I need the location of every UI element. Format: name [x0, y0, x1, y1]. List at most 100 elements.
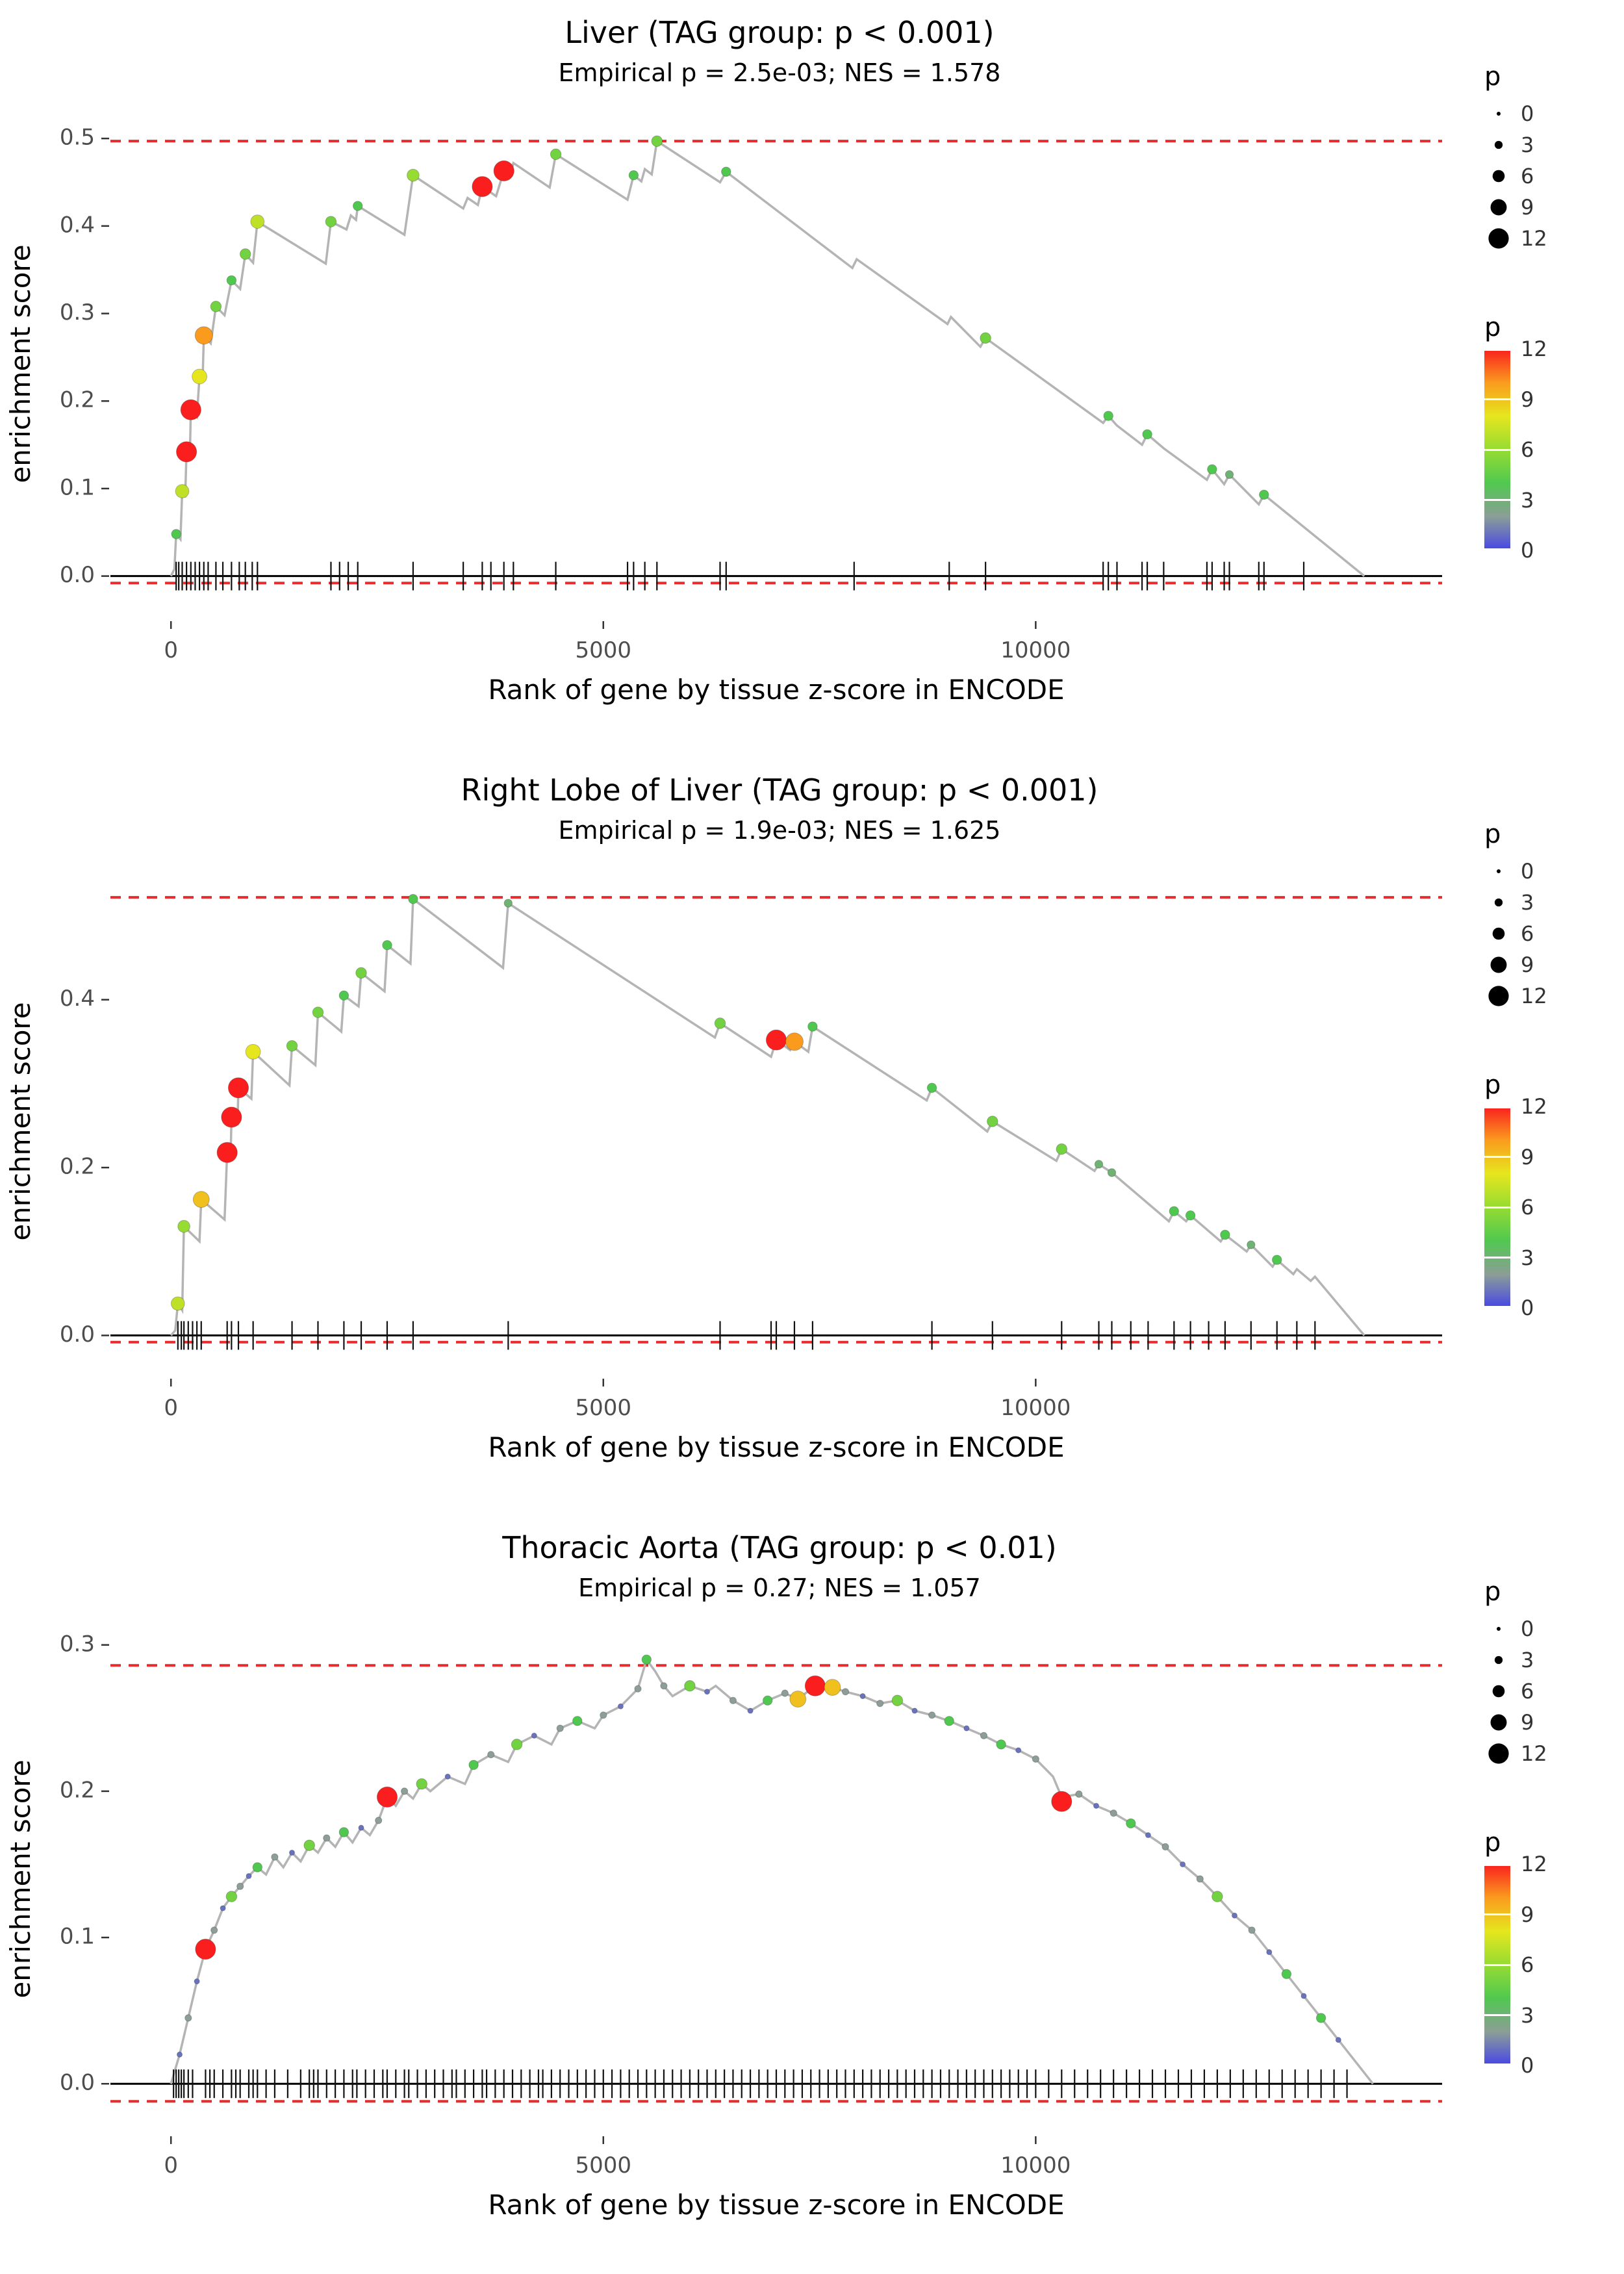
color-legend-tick: [1484, 1963, 1510, 1966]
gene-dot: [252, 1862, 262, 1872]
gene-dot: [841, 1688, 850, 1696]
size-legend-dot-icon: [1488, 986, 1509, 1006]
color-legend-tick: [1484, 349, 1510, 351]
gene-dot: [944, 1716, 954, 1726]
gene-dot: [721, 166, 731, 177]
gene-dot: [246, 1872, 252, 1880]
gene-dot: [338, 1827, 349, 1837]
gene-dot: [355, 967, 367, 979]
color-legend-tick: [1484, 1864, 1510, 1866]
enrichment-curve: [170, 897, 1365, 1336]
gene-dot: [1247, 1240, 1256, 1249]
gene-dot: [1212, 1891, 1223, 1902]
size-legend-item: 6: [1484, 1676, 1624, 1707]
color-legend-title: p: [1484, 1070, 1501, 1100]
size-legend-label: 9: [1521, 195, 1534, 220]
gene-dots: [170, 894, 1282, 1311]
color-legend-label: 3: [1521, 2002, 1534, 2028]
size-legend: p 0 3 6 9 12: [1484, 62, 1624, 254]
gene-dot: [401, 1787, 409, 1795]
gene-dot: [1126, 1818, 1136, 1829]
color-legend-label: 6: [1521, 1195, 1534, 1220]
plot-area-liver: 0.0 0.1 0.2 0.3 0.4 0.5 0 5000 10000 Rank of gene…: [0, 94, 1624, 717]
color-legend-label: 12: [1521, 337, 1547, 361]
gene-dot: [1281, 1969, 1292, 1979]
gene-dot: [1145, 1832, 1151, 1839]
color-legend-tick: [1484, 448, 1510, 451]
size-legend-label: 6: [1521, 921, 1534, 946]
size-legend-item: 0: [1484, 856, 1624, 887]
color-legend-tick: [1484, 1106, 1510, 1108]
size-legend-dot-icon: [1492, 927, 1505, 940]
gene-dot: [531, 1732, 537, 1739]
gene-dot: [641, 1654, 652, 1665]
gene-rug: [175, 561, 1305, 591]
size-legend-dot-icon: [1488, 1743, 1509, 1764]
gene-dot: [375, 1817, 383, 1824]
gene-rug: [173, 2069, 1348, 2099]
gene-dot: [628, 170, 639, 181]
gene-dots: [171, 135, 1269, 539]
gene-dot: [245, 1043, 261, 1060]
gene-dot: [980, 1731, 988, 1739]
y-tick-label: 0.4: [60, 986, 95, 1012]
color-legend-tick: [1484, 2063, 1510, 2065]
x-tick-label: 5000: [576, 637, 632, 663]
gene-dot: [216, 1142, 238, 1163]
gene-dot: [472, 176, 493, 198]
gene-dot: [765, 1029, 787, 1051]
gene-dot: [312, 1006, 324, 1018]
gene-dot: [891, 1694, 904, 1707]
size-legend-item: 0: [1484, 98, 1624, 129]
size-legend-item: 6: [1484, 160, 1624, 192]
gene-dot: [1224, 470, 1234, 479]
chart-title: Liver (TAG group: p < 0.001): [565, 15, 995, 50]
legends-thoracic-aorta: p 0 3 6 9 12 p 12 9 6 3 0: [1484, 1577, 1624, 2078]
gene-dot: [1142, 429, 1152, 440]
gene-dot: [353, 201, 363, 211]
chart-subtitle: Empirical p = 1.9e-03; NES = 1.625: [558, 816, 1001, 845]
size-legend-label: 3: [1521, 133, 1534, 157]
size-legend-dot-icon: [1497, 112, 1501, 116]
gene-dot: [1180, 1861, 1186, 1868]
color-legend-label: 9: [1521, 1902, 1534, 1927]
gene-dot: [1161, 1843, 1169, 1851]
gene-dot: [184, 2014, 192, 2022]
gene-dot: [729, 1696, 737, 1704]
x-tick-label: 10000: [1000, 637, 1071, 663]
gene-dot: [195, 1938, 216, 1960]
y-tick-label: 0.2: [60, 387, 95, 413]
panel-header: Thoracic Aorta (TAG group: p < 0.01) Emp…: [0, 1529, 1559, 1603]
size-legend-item: 9: [1484, 192, 1624, 223]
color-legend-tick: [1484, 499, 1510, 501]
color-legend-tick: [1484, 1257, 1510, 1258]
gsea-panel-right-lobe-of-liver: Right Lobe of Liver (TAG group: p < 0.00…: [0, 758, 1624, 1515]
color-legend: p 12 9 6 3 0: [1484, 313, 1624, 563]
gene-dot: [980, 332, 991, 344]
x-tick-label: 10000: [1000, 1395, 1071, 1421]
size-legend-dot-icon: [1490, 199, 1507, 216]
gene-dot: [747, 1707, 754, 1714]
size-legend: p 0 3 6 9 12: [1484, 819, 1624, 1012]
size-legend-label: 0: [1521, 859, 1534, 884]
color-legend-tick: [1484, 1156, 1510, 1158]
color-legend-label: 0: [1521, 538, 1534, 563]
gene-dot: [176, 441, 197, 463]
color-legend-label: 9: [1521, 1144, 1534, 1169]
size-legend-label: 0: [1521, 1616, 1534, 1641]
gene-dot: [1051, 1791, 1072, 1812]
color-legend-tick: [1484, 1206, 1510, 1208]
x-axis-label: Rank of gene by tissue z-score in ENCODE: [488, 1431, 1064, 1463]
gene-dots: [176, 1654, 1341, 2058]
size-legend-label: 9: [1521, 952, 1534, 977]
gene-dot: [928, 1711, 936, 1719]
panel-header: Right Lobe of Liver (TAG group: p < 0.00…: [0, 772, 1559, 846]
size-legend-label: 12: [1521, 984, 1547, 1008]
color-legend-tick: [1484, 398, 1510, 400]
size-legend-dot-icon: [1488, 228, 1509, 249]
size-legend-dot-icon: [1497, 1627, 1501, 1631]
y-tick-label: 0.4: [60, 212, 95, 238]
plot-area-thoracic-aorta: 0.0 0.1 0.2 0.3 0 5000 10000 Rank of gene by ti…: [0, 1609, 1624, 2232]
gene-dot: [503, 899, 513, 908]
gene-dot: [600, 1711, 607, 1719]
